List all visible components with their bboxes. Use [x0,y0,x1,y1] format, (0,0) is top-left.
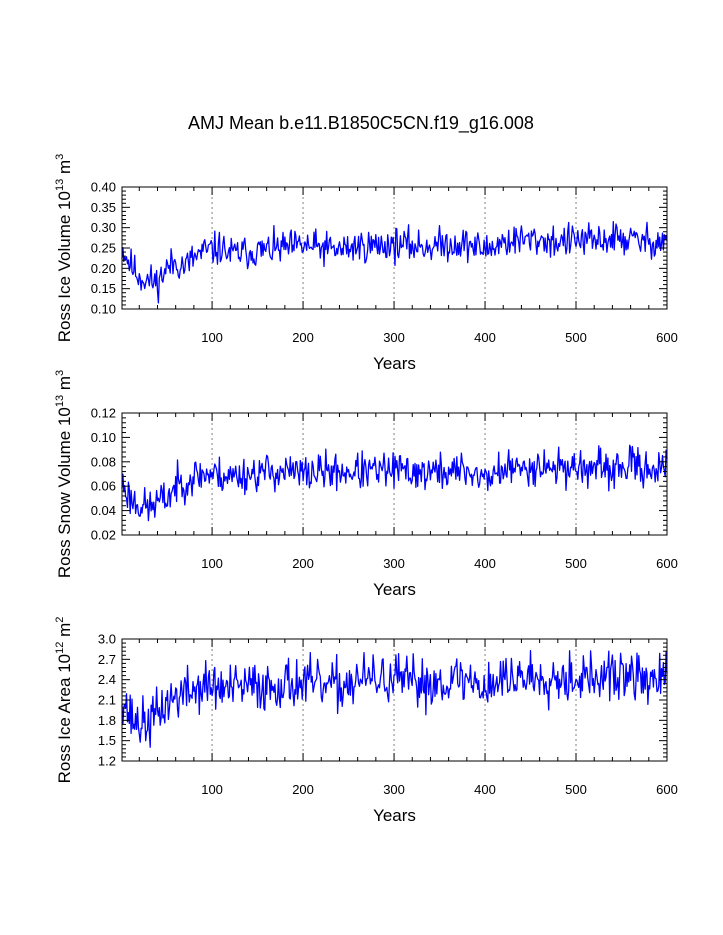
x-tick-label: 300 [383,556,405,571]
x-tick-label: 200 [292,330,314,345]
y-axis-title: Ross Ice Volume 1013 m3 [54,154,74,342]
x-tick-label: 200 [292,782,314,797]
y-axis-title-unit-exp: 3 [54,370,66,376]
x-tick-label: 200 [292,556,314,571]
x-axis-title: Years [373,806,416,825]
panel-ice-volume: 100 200 300 400 500 600 0.10 0.15 0.20 0.25 0.30 0.… [54,154,678,373]
y-tick-label: 0.20 [91,261,116,276]
x-tick-label: 400 [474,556,496,571]
x-tick-label: 500 [565,556,587,571]
y-axis-title: Ross Snow Volume 1013 m3 [54,370,74,578]
panel-snow-volume: 100 200 300 400 500 600 0.02 0.04 0.06 0.08 0.10 0.… [54,370,678,599]
y-tick-label: 2.7 [98,652,116,667]
y-axis-title-main: Ross Ice Area 10 [55,654,74,783]
series-line [121,650,668,748]
series-line [121,444,668,522]
y-tick-label: 0.10 [91,302,116,317]
chart-title: AMJ Mean b.e11.B1850C5CN.f19_g16.008 [188,113,534,134]
y-tick-label: 0.15 [91,281,116,296]
x-tick-label: 600 [656,556,678,571]
y-axis-title-unit-exp: 2 [54,617,66,623]
y-tick-label: 2.4 [98,672,116,687]
y-axis-title-exp: 13 [54,179,66,191]
y-tick-label: 0.25 [91,241,116,256]
y-tick-label: 0.06 [91,479,116,494]
y-tick-label: 2.1 [98,693,116,708]
x-tick-label: 600 [656,782,678,797]
x-axis-title: Years [373,354,416,373]
y-axis-title-exp: 12 [54,642,66,654]
y-tick-label: 0.02 [91,528,116,543]
x-tick-label: 100 [201,782,223,797]
x-tick-label: 400 [474,330,496,345]
y-tick-label: 1.8 [98,713,116,728]
y-tick-label: 0.35 [91,200,116,215]
y-tick-label: 0.10 [91,430,116,445]
x-tick-label: 400 [474,782,496,797]
x-axis-title: Years [373,580,416,599]
y-axis-title: Ross Ice Area 1012 m2 [54,617,74,784]
x-tick-label: 600 [656,330,678,345]
x-tick-label: 500 [565,330,587,345]
x-tick-label: 300 [383,782,405,797]
y-tick-label: 0.30 [91,220,116,235]
y-tick-label: 1.5 [98,733,116,748]
y-tick-label: 0.08 [91,454,116,469]
y-tick-label: 0.12 [91,406,116,421]
y-tick-label: 0.04 [91,503,116,518]
x-tick-label: 100 [201,556,223,571]
panel-ice-area: 100 200 300 400 500 600 1.2 1.5 1.8 2.1 2.4 2.7 3.0 Y… [54,617,678,825]
series-line [121,221,668,304]
y-axis-title-unit: m [55,376,74,395]
y-axis-title-unit: m [55,623,74,642]
x-tick-label: 500 [565,782,587,797]
y-axis-title-unit: m [55,160,74,179]
y-tick-label: 0.40 [91,180,116,195]
y-axis-title-main: Ross Ice Volume 10 [55,191,74,342]
y-tick-label: 3.0 [98,632,116,647]
x-tick-label: 100 [201,330,223,345]
y-axis-title-main: Ross Snow Volume 10 [55,407,74,578]
y-axis-title-unit-exp: 3 [54,154,66,160]
y-tick-label: 1.2 [98,754,116,769]
x-tick-label: 300 [383,330,405,345]
y-axis-title-exp: 13 [54,395,66,407]
